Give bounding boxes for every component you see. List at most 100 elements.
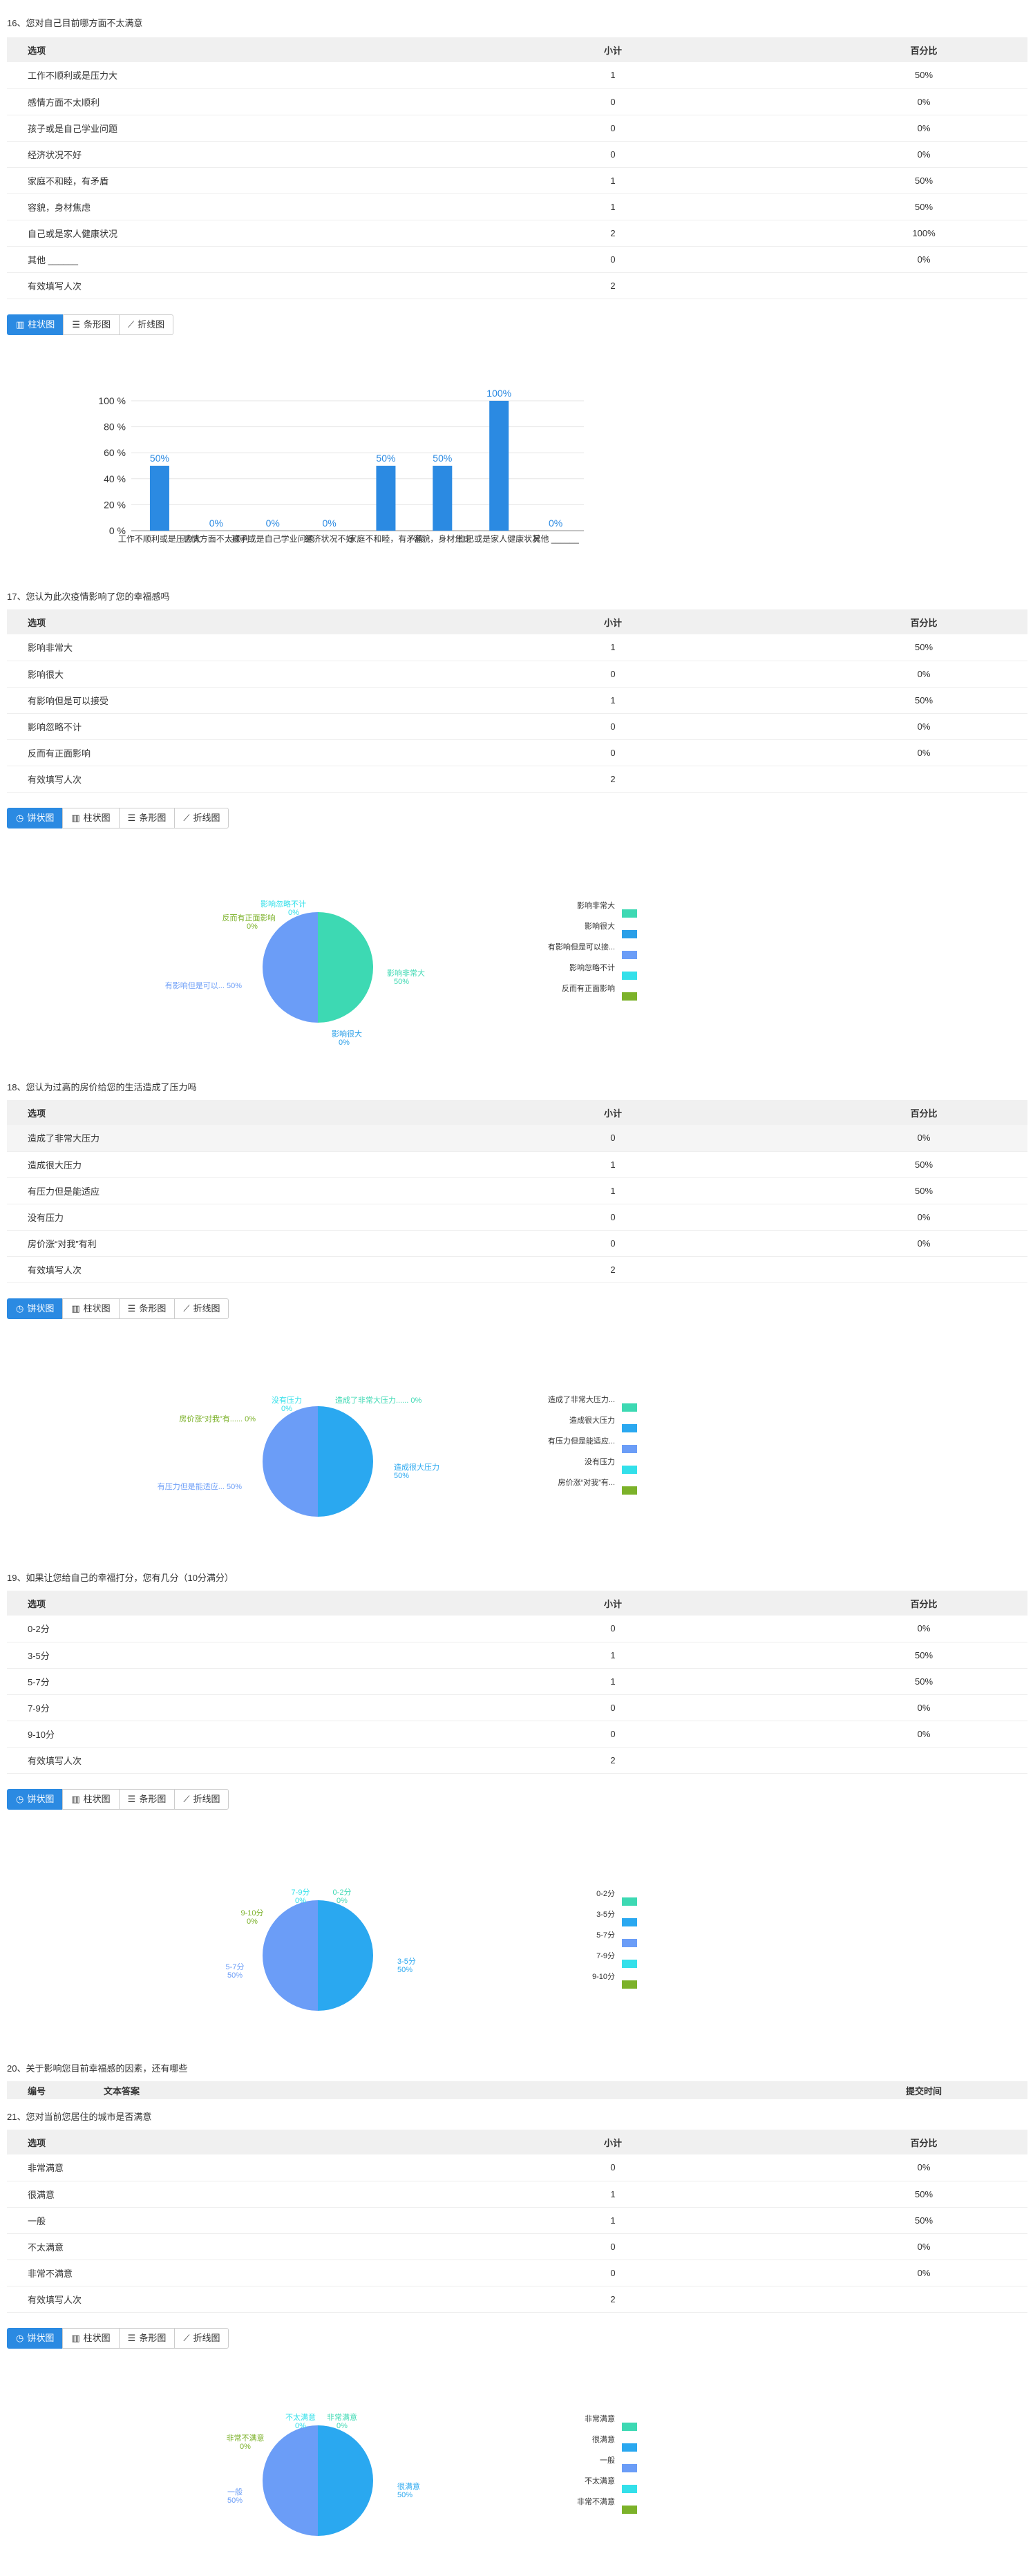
bar-value-label: 50% xyxy=(150,453,169,464)
legend-swatch[interactable] xyxy=(622,1424,637,1432)
count-cell: 1 xyxy=(406,193,820,220)
tab-hbar[interactable]: ☰ 条形图 xyxy=(63,314,120,335)
tab-pie[interactable]: ◷ 饼状图 xyxy=(7,2327,64,2349)
chart-type-tabs: ◷ 饼状图 ▥ 柱状图 ☰ 条形图 ⟋ 折线图 xyxy=(7,807,1027,828)
tab-line[interactable]: ⟋ 折线图 xyxy=(118,314,174,335)
tab-pie[interactable]: ◷ 饼状图 xyxy=(7,807,64,828)
legend-swatch[interactable] xyxy=(622,909,637,918)
bar-chart-icon: ▥ xyxy=(71,1793,80,1804)
tab-bar[interactable]: ▥ 柱状图 xyxy=(62,2327,120,2349)
tab-line[interactable]: ⟋ 折线图 xyxy=(174,1298,229,1319)
percent-cell: 50% xyxy=(820,1151,1027,1178)
valid-label: 有效填写人次 xyxy=(7,2286,406,2313)
legend-swatch[interactable] xyxy=(622,1403,637,1412)
count-cell: 0 xyxy=(406,88,820,115)
bar xyxy=(149,466,169,531)
x-tick-label: 经济状况不好 xyxy=(305,533,354,544)
tab-pie[interactable]: ◷ 饼状图 xyxy=(7,1298,64,1319)
table-row: 影响很大 0 0% xyxy=(7,661,1027,688)
legend-swatch[interactable] xyxy=(622,2506,637,2514)
svg-text:0%: 0% xyxy=(339,1039,350,1047)
tab-pie[interactable]: ◷ 饼状图 xyxy=(7,1788,64,1810)
svg-text:不太满意: 不太满意 xyxy=(285,2412,316,2422)
result-table: 选项 小计 百分比 非常满意 0 0% 很满意 1 50% 一般 1 50% 不太满意 0 0% 非常不… xyxy=(7,2130,1027,2313)
tab-hbar[interactable]: ☰ 条形图 xyxy=(118,1298,176,1319)
legend-swatch[interactable] xyxy=(622,1939,637,1947)
legend-swatch[interactable] xyxy=(622,992,637,1001)
count-cell: 0 xyxy=(406,2260,820,2286)
tab-line[interactable]: ⟋ 折线图 xyxy=(174,807,229,828)
bar xyxy=(433,466,453,531)
percent-cell: 50% xyxy=(820,1668,1027,1695)
y-tick-label: 60 % xyxy=(104,447,126,458)
question-title: 16、您对自己目前哪方面不太满意 xyxy=(7,18,143,28)
percent-cell: 50% xyxy=(820,687,1027,714)
legend-swatch[interactable] xyxy=(622,1445,637,1453)
table-row: 7-9分 0 0% xyxy=(7,1694,1027,1721)
tab-bar[interactable]: ▥ 柱状图 xyxy=(62,1788,120,1810)
legend-swatch[interactable] xyxy=(622,1918,637,1926)
legend-swatch[interactable] xyxy=(622,2443,637,2452)
question-title: 21、您对当前您居住的城市是否满意 xyxy=(7,2112,152,2122)
pie-chart-svg: 非常满意0%很满意50%一般50%不太满意0%非常不满意0%非常满意很满意一般不… xyxy=(227,2412,637,2536)
option-cell: 影响非常大 xyxy=(7,634,406,661)
tab-hbar[interactable]: ☰ 条形图 xyxy=(118,807,176,828)
legend-swatch[interactable] xyxy=(622,1960,637,1968)
option-cell: 影响很大 xyxy=(7,661,406,688)
x-tick-label: 其他 ______ xyxy=(532,534,579,544)
svg-text:5-7分: 5-7分 xyxy=(226,1962,245,1971)
legend-swatch[interactable] xyxy=(622,1466,637,1474)
bar-value-label: 100% xyxy=(486,388,511,399)
question-title: 17、您认为此次疫情影响了您的幸福感吗 xyxy=(7,591,170,602)
legend-swatch[interactable] xyxy=(622,2423,637,2431)
valid-count: 2 xyxy=(406,272,820,299)
option-cell: 3-5分 xyxy=(7,1642,406,1669)
svg-text:没有压力: 没有压力 xyxy=(272,1395,302,1405)
legend-swatch[interactable] xyxy=(622,1980,637,1989)
svg-text:0%: 0% xyxy=(288,909,299,917)
empty-cell xyxy=(820,272,1027,299)
svg-text:7-9分: 7-9分 xyxy=(292,1888,310,1897)
col-percent: 百分比 xyxy=(820,37,1027,62)
valid-count-row: 有效填写人次 2 xyxy=(7,1256,1027,1283)
svg-text:0%: 0% xyxy=(247,1917,258,1926)
question-21: 21、您对当前您居住的城市是否满意 选项 小计 百分比 非常满意 0 0% 很满意 1 5… xyxy=(7,2109,1027,2349)
svg-text:0%: 0% xyxy=(337,1897,348,1905)
percent-cell: 50% xyxy=(820,2181,1027,2208)
hbar-chart-icon: ☰ xyxy=(127,2332,136,2343)
pie-slice xyxy=(263,2425,318,2536)
line-chart-icon: ⟋ xyxy=(183,2332,190,2343)
tab-bar[interactable]: ▥ 柱状图 xyxy=(62,807,120,828)
legend-swatch[interactable] xyxy=(622,2464,637,2472)
x-tick-label: 感情方面不太顺利 xyxy=(183,533,249,544)
legend-swatch[interactable] xyxy=(622,951,637,959)
pie-slice xyxy=(318,912,373,1023)
count-cell: 0 xyxy=(406,661,820,688)
table-row: 很满意 1 50% xyxy=(7,2181,1027,2208)
legend-swatch[interactable] xyxy=(622,1897,637,1906)
table-row: 3-5分 1 50% xyxy=(7,1642,1027,1669)
tab-hbar[interactable]: ☰ 条形图 xyxy=(118,2327,176,2349)
hbar-chart-icon: ☰ xyxy=(72,319,80,330)
legend-label: 非常满意 xyxy=(585,2414,615,2423)
legend-swatch[interactable] xyxy=(622,2485,637,2493)
question-18: 18、您认为过高的房价给您的生活造成了压力吗 选项 小计 百分比 造成了非常大压… xyxy=(7,1079,1027,1319)
legend-swatch[interactable] xyxy=(622,930,637,938)
tab-hbar[interactable]: ☰ 条形图 xyxy=(118,1788,176,1810)
tab-bar[interactable]: ▥ 柱状图 xyxy=(7,314,64,335)
tab-bar[interactable]: ▥ 柱状图 xyxy=(62,1298,120,1319)
legend-swatch[interactable] xyxy=(622,972,637,980)
svg-text:50%: 50% xyxy=(394,1472,409,1480)
percent-cell: 50% xyxy=(820,634,1027,661)
count-cell: 0 xyxy=(406,246,820,273)
valid-label: 有效填写人次 xyxy=(7,1256,406,1283)
svg-text:有影响但是可以... 50%: 有影响但是可以... 50% xyxy=(165,981,242,990)
col-percent: 百分比 xyxy=(820,1100,1027,1125)
tab-line[interactable]: ⟋ 折线图 xyxy=(174,2327,229,2349)
legend-swatch[interactable] xyxy=(622,1486,637,1495)
option-cell: 容貌，身材焦虑 xyxy=(7,193,406,220)
tab-line[interactable]: ⟋ 折线图 xyxy=(174,1788,229,1810)
option-cell: 非常不满意 xyxy=(7,2260,406,2286)
count-cell: 1 xyxy=(406,1668,820,1695)
